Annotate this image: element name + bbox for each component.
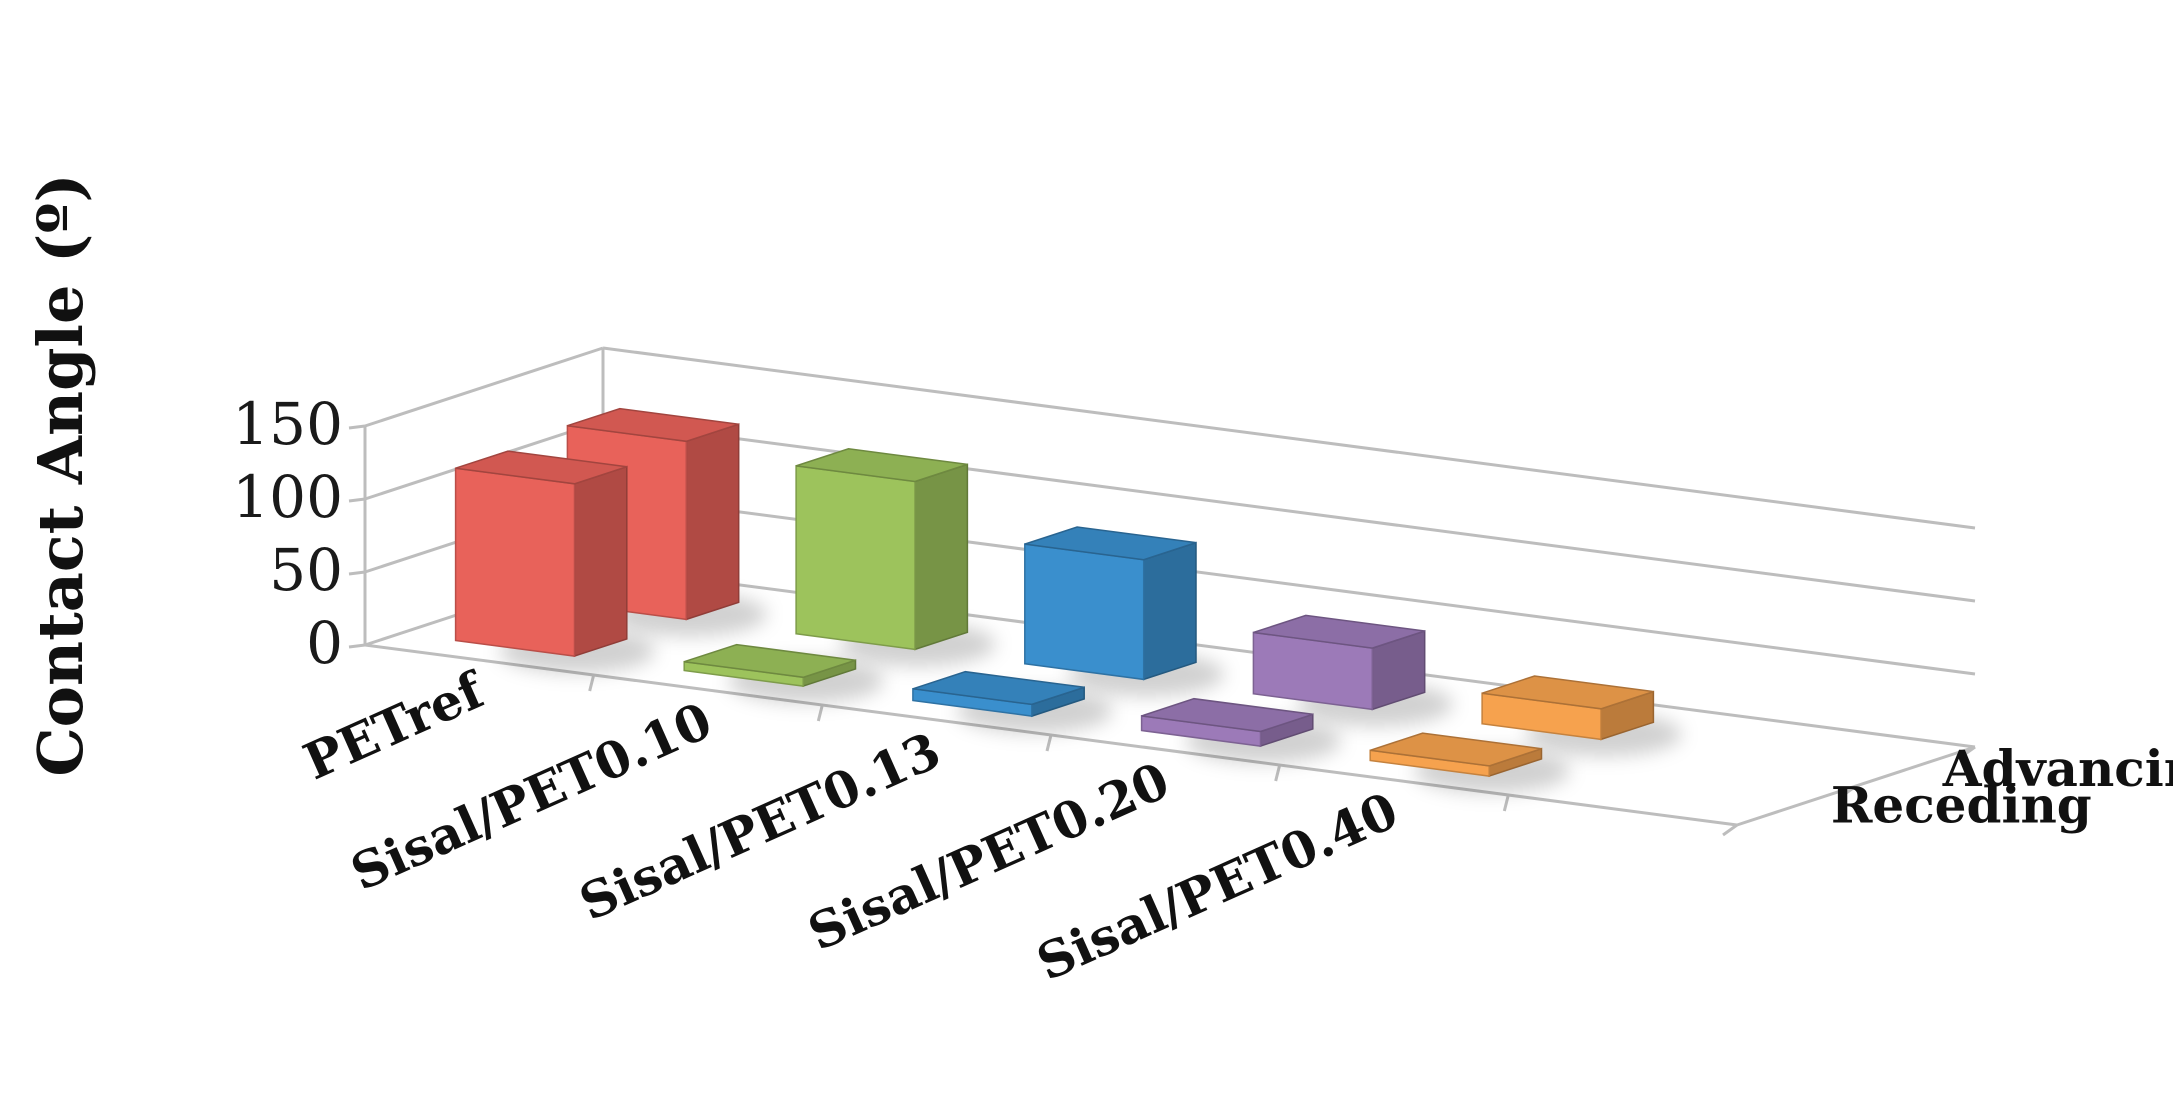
bar — [912, 670, 1085, 718]
bar-top-face — [1369, 732, 1542, 767]
x-tick-label: PETref — [295, 659, 495, 791]
bar — [1369, 732, 1543, 778]
y-tick-label: 0 — [306, 609, 343, 677]
y-tick-mark — [348, 643, 366, 649]
bar-top-face — [795, 448, 968, 483]
side-gridline — [364, 346, 604, 428]
bar-top-face — [455, 450, 628, 485]
bar-side-face — [1142, 541, 1197, 681]
y-tick-mark — [348, 497, 366, 503]
x-tick-mark — [1045, 734, 1053, 752]
gridline — [602, 346, 1976, 530]
y-axis-title: Contact Angle (º) — [24, 173, 97, 776]
bar — [683, 643, 857, 688]
bar-front-face — [795, 465, 916, 651]
y-tick-mark — [348, 570, 366, 576]
bar — [1140, 697, 1314, 748]
y-tick-mark — [348, 424, 366, 430]
bar-top-face — [1253, 614, 1425, 649]
bar — [795, 448, 969, 651]
x-tick-mark — [816, 704, 824, 722]
x-tick-mark — [1502, 794, 1510, 812]
x-tick-mark — [1274, 764, 1282, 782]
bar — [1252, 614, 1426, 711]
bar-front-face — [1024, 543, 1145, 681]
bar-top-face — [1481, 675, 1654, 710]
bar-top-face — [567, 407, 739, 443]
bars — [454, 407, 1655, 778]
bar-side-face — [685, 423, 740, 621]
bar-front-face — [454, 467, 576, 657]
y-tick-label: 150 — [232, 390, 343, 458]
y-tick-label: 100 — [232, 463, 343, 531]
bar — [454, 450, 628, 658]
bar-top-face — [912, 670, 1085, 706]
depth-tick-mark — [1841, 784, 1857, 798]
y-tick-label: 50 — [269, 536, 343, 604]
bar-side-face — [573, 465, 628, 658]
series-label: Advancing — [1942, 739, 2173, 798]
series-label: Receding — [1831, 776, 2092, 835]
bar-top-face — [683, 643, 856, 679]
bar — [1024, 526, 1197, 681]
depth-tick-mark — [1960, 745, 1976, 759]
x-tick-mark — [588, 674, 596, 692]
gridline — [602, 419, 1976, 603]
bar-top-face — [1141, 697, 1314, 733]
depth-tick-mark — [1722, 823, 1738, 837]
bar-top-face — [1024, 526, 1197, 561]
bar-side-face — [914, 463, 969, 651]
bar — [1481, 675, 1655, 741]
